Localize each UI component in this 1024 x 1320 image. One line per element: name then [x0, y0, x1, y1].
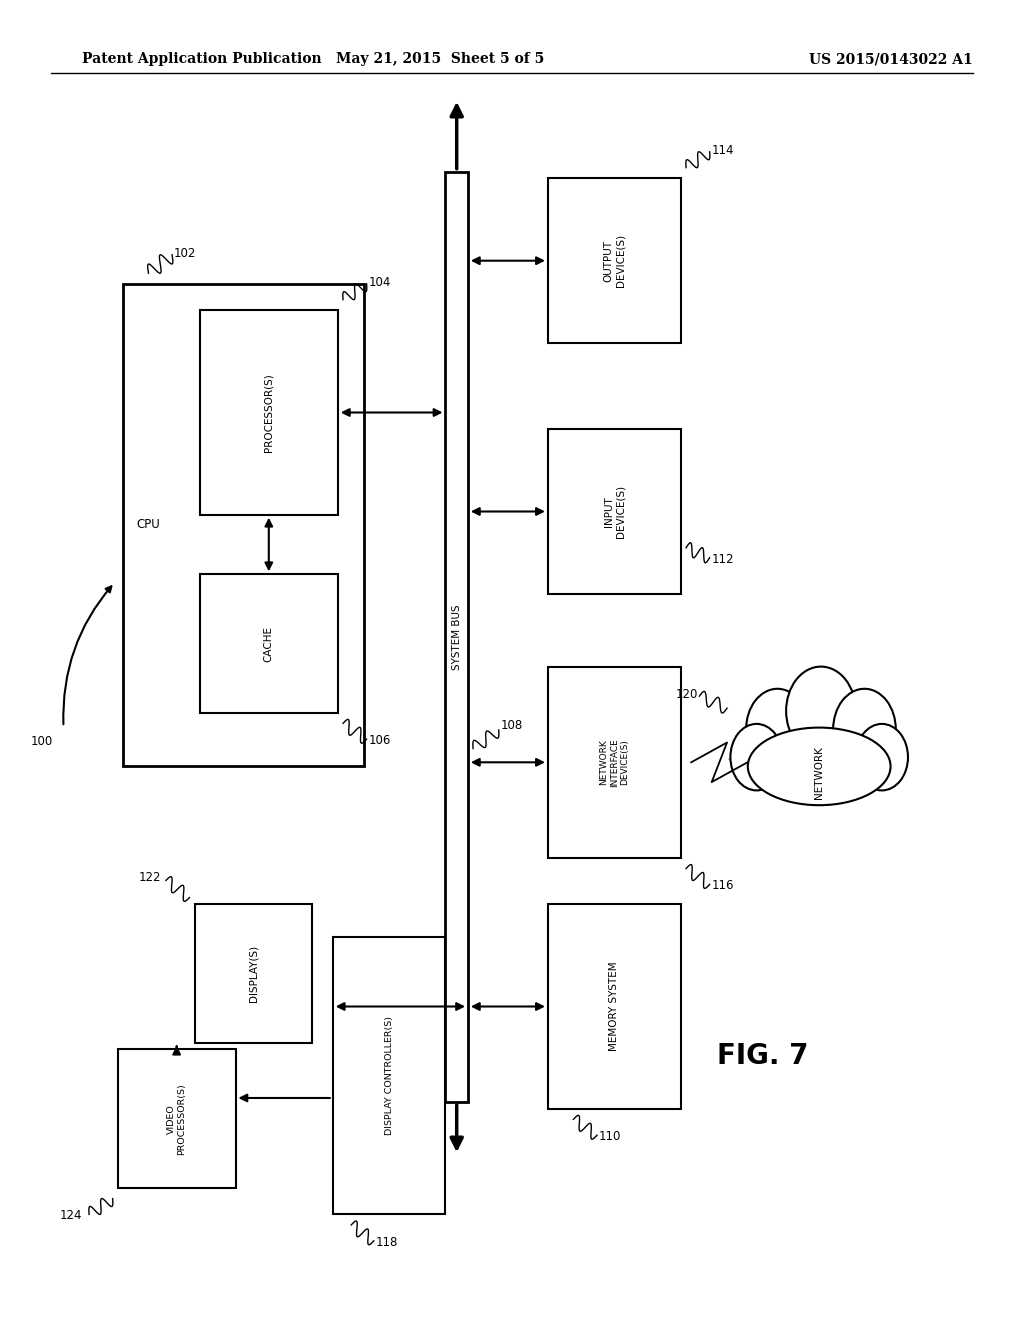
Ellipse shape	[730, 723, 782, 791]
Text: 104: 104	[369, 276, 391, 289]
Text: 112: 112	[712, 553, 734, 566]
Text: 118: 118	[376, 1236, 398, 1249]
Text: MEMORY SYSTEM: MEMORY SYSTEM	[609, 962, 620, 1051]
Text: DISPLAY CONTROLLER(S): DISPLAY CONTROLLER(S)	[385, 1016, 393, 1135]
Text: 122: 122	[138, 871, 161, 884]
Ellipse shape	[786, 667, 856, 755]
Text: DISPLAY(S): DISPLAY(S)	[249, 945, 258, 1002]
Text: OUTPUT
DEVICE(S): OUTPUT DEVICE(S)	[603, 234, 626, 288]
Text: 114: 114	[712, 144, 734, 157]
Text: 124: 124	[59, 1209, 82, 1222]
FancyBboxPatch shape	[200, 574, 338, 713]
Text: VIDEO
PROCESSOR(S): VIDEO PROCESSOR(S)	[167, 1082, 186, 1155]
Text: INPUT
DEVICE(S): INPUT DEVICE(S)	[603, 484, 626, 539]
Ellipse shape	[834, 689, 896, 770]
Text: May 21, 2015  Sheet 5 of 5: May 21, 2015 Sheet 5 of 5	[336, 53, 545, 66]
Text: NETWORK
INTERFACE
DEVICE(S): NETWORK INTERFACE DEVICE(S)	[599, 738, 630, 787]
FancyBboxPatch shape	[548, 904, 681, 1109]
Text: SYSTEM BUS: SYSTEM BUS	[452, 605, 462, 669]
Text: 106: 106	[369, 734, 391, 747]
FancyBboxPatch shape	[200, 310, 338, 515]
Text: Patent Application Publication: Patent Application Publication	[82, 53, 322, 66]
Text: 110: 110	[599, 1130, 622, 1143]
Text: 100: 100	[31, 735, 53, 748]
FancyBboxPatch shape	[333, 937, 445, 1214]
FancyBboxPatch shape	[195, 904, 312, 1043]
Text: CACHE: CACHE	[264, 626, 273, 661]
Text: FIG. 7: FIG. 7	[717, 1041, 808, 1071]
FancyBboxPatch shape	[123, 284, 364, 766]
Text: PROCESSOR(S): PROCESSOR(S)	[264, 374, 273, 451]
Text: 120: 120	[676, 688, 698, 701]
FancyBboxPatch shape	[548, 667, 681, 858]
Ellipse shape	[746, 689, 809, 770]
Ellipse shape	[856, 723, 908, 791]
FancyBboxPatch shape	[118, 1049, 236, 1188]
Text: 102: 102	[174, 247, 197, 260]
FancyBboxPatch shape	[548, 178, 681, 343]
Text: 116: 116	[712, 879, 734, 892]
Text: CPU: CPU	[136, 519, 160, 531]
Text: US 2015/0143022 A1: US 2015/0143022 A1	[809, 53, 973, 66]
Text: 108: 108	[501, 719, 523, 731]
Ellipse shape	[748, 727, 891, 805]
FancyBboxPatch shape	[548, 429, 681, 594]
Text: NETWORK: NETWORK	[814, 746, 824, 799]
FancyBboxPatch shape	[445, 172, 468, 1102]
